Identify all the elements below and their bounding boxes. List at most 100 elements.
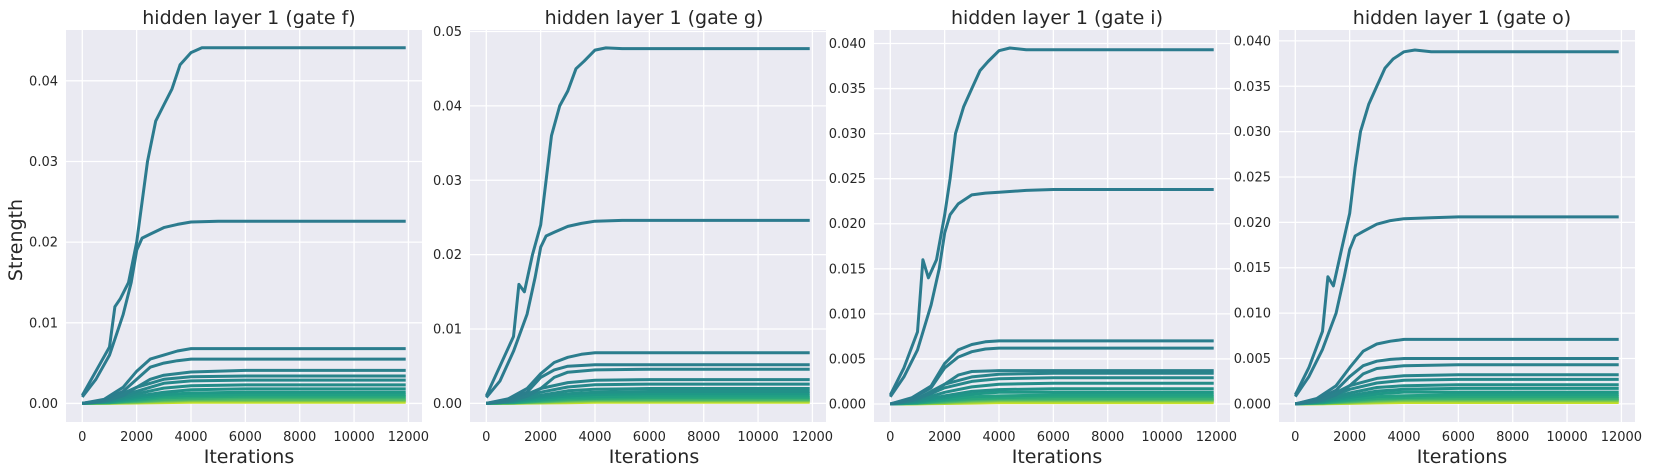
y-tick-label: 0.04 [433, 99, 462, 114]
plot-background [1279, 30, 1635, 422]
x-axis-label: Iterations [1417, 446, 1508, 468]
panel-title: hidden layer 1 (gate i) [951, 7, 1163, 29]
x-tick-label: 0 [1291, 430, 1299, 445]
x-axis-label: Iterations [1012, 446, 1103, 468]
x-tick-label: 10000 [1546, 430, 1587, 445]
x-tick-label: 4000 [1387, 430, 1420, 445]
x-tick-label: 0 [482, 430, 490, 445]
series-line [82, 347, 406, 405]
series-line [82, 357, 406, 405]
series-line [485, 351, 810, 405]
x-tick-label: 6000 [229, 430, 262, 445]
x-tick-label: 8000 [1091, 430, 1124, 445]
plot-background [66, 30, 422, 422]
y-tick-label: 0.01 [433, 323, 462, 338]
x-tick-label: 2000 [524, 430, 557, 445]
y-tick-label: 0.020 [1234, 216, 1271, 231]
y-tick-label: 0.02 [29, 236, 58, 251]
y-tick-label: 0.03 [29, 155, 58, 170]
x-tick-label: 8000 [1496, 430, 1529, 445]
plot-area: 0 2000 4000 6000 8000 10000 12000 0.000 0.005 0.0… [829, 30, 1237, 445]
x-tick-label: 4000 [982, 430, 1015, 445]
y-tick-label: 0.04 [29, 74, 58, 89]
y-tick-label: 0.035 [1234, 80, 1271, 95]
x-tick-label: 6000 [1442, 430, 1475, 445]
x-tick-label: 10000 [737, 430, 778, 445]
series-line [1294, 337, 1619, 406]
series-line [486, 363, 810, 405]
series-line [80, 46, 406, 397]
x-tick-label: 4000 [174, 430, 207, 445]
series-line [1293, 48, 1619, 396]
y-tick-label: 0.000 [1234, 397, 1271, 412]
x-tick-label: 2000 [1333, 430, 1366, 445]
y-tick-label: 0.00 [29, 397, 58, 412]
series-line [82, 368, 406, 405]
plot-background [470, 30, 826, 422]
series-group [484, 46, 810, 405]
x-tick-label: 12000 [792, 430, 833, 445]
y-tick-label: 0.015 [829, 262, 866, 277]
y-tick-label: 0.040 [1234, 34, 1271, 49]
panel-gate-o: 0 2000 4000 6000 8000 10000 12000 0.000 0.005 0.0… [1234, 7, 1642, 468]
y-tick-label: 0.030 [1234, 125, 1271, 140]
series-group [80, 46, 406, 405]
y-tick-label: 0.000 [829, 397, 866, 412]
panel-title: hidden layer 1 (gate o) [1353, 7, 1571, 29]
x-tick-label: 6000 [1037, 430, 1070, 445]
x-axis-label: Iterations [609, 446, 700, 468]
y-tick-label: 0.00 [433, 397, 462, 412]
y-axis-label: Strength [5, 199, 27, 281]
series-line [485, 218, 810, 399]
x-tick-label: 12000 [388, 430, 429, 445]
series-line [1294, 357, 1619, 406]
series-line [484, 46, 810, 397]
panel-title: hidden layer 1 (gate f) [142, 7, 355, 29]
x-tick-label: 2000 [120, 430, 153, 445]
plot-area: 0 2000 4000 6000 8000 10000 12000 0.00 0.01 0.02 0… [29, 30, 429, 445]
y-tick-label: 0.020 [829, 217, 866, 232]
x-tick-label: 6000 [633, 430, 666, 445]
x-tick-label: 4000 [578, 430, 611, 445]
y-tick-label: 0.005 [829, 352, 866, 367]
series-line [1295, 363, 1619, 406]
y-tick-label: 0.040 [829, 37, 866, 52]
plot-area: 0 2000 4000 6000 8000 10000 12000 0.00 0.01 0.02 0… [433, 25, 833, 445]
y-tick-label: 0.05 [433, 25, 462, 40]
y-tick-label: 0.03 [433, 174, 462, 189]
x-tick-label: 8000 [283, 430, 316, 445]
x-tick-label: 10000 [1141, 430, 1182, 445]
plot-area: 0 2000 4000 6000 8000 10000 12000 0.000 0.005 0.0… [1234, 30, 1642, 445]
panel-gate-f: 0 2000 4000 6000 8000 10000 12000 0.00 0.01 0.02 0… [5, 7, 429, 468]
panel-gate-i: 0 2000 4000 6000 8000 10000 12000 0.000 0.005 0.0… [829, 7, 1237, 468]
x-tick-label: 12000 [1196, 430, 1237, 445]
y-tick-label: 0.010 [1234, 307, 1271, 322]
x-tick-label: 8000 [687, 430, 720, 445]
y-tick-label: 0.015 [1234, 261, 1271, 276]
y-tick-label: 0.02 [433, 248, 462, 263]
series-line [889, 188, 1214, 398]
y-tick-label: 0.005 [1234, 352, 1271, 367]
y-tick-label: 0.025 [1234, 171, 1271, 186]
y-tick-label: 0.010 [829, 307, 866, 322]
x-axis-label: Iterations [204, 446, 295, 468]
x-tick-label: 0 [886, 430, 894, 445]
y-tick-label: 0.01 [29, 316, 58, 331]
y-tick-label: 0.035 [829, 82, 866, 97]
x-tick-label: 12000 [1601, 430, 1642, 445]
x-tick-label: 10000 [333, 430, 374, 445]
series-group [1293, 48, 1619, 406]
y-tick-label: 0.025 [829, 172, 866, 187]
series-line [1294, 215, 1619, 398]
x-tick-label: 2000 [928, 430, 961, 445]
series-line [890, 369, 1214, 406]
x-tick-label: 0 [78, 430, 86, 445]
series-line [889, 339, 1214, 406]
series-group [888, 46, 1214, 406]
plot-background [874, 30, 1230, 422]
panel-gate-g: 0 2000 4000 6000 8000 10000 12000 0.00 0.01 0.02 0… [433, 7, 833, 468]
y-tick-label: 0.030 [829, 127, 866, 142]
series-line [486, 367, 810, 405]
series-line [81, 219, 406, 398]
